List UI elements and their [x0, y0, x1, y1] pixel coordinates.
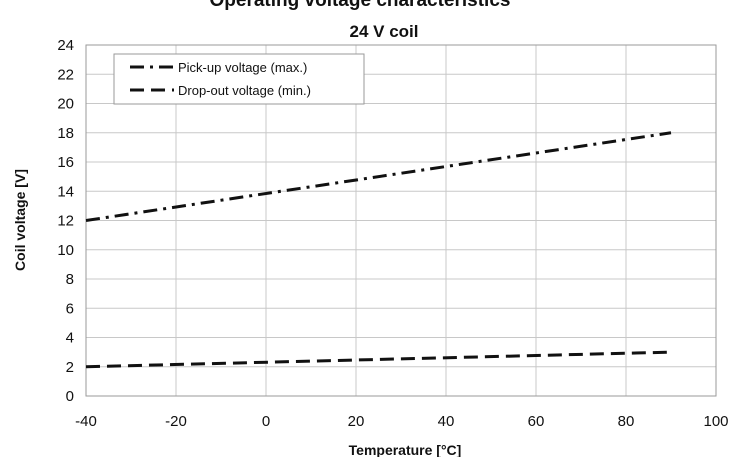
y-tick-label: 14 [57, 183, 74, 200]
y-tick-label: 18 [57, 125, 74, 142]
y-tick-label: 0 [66, 388, 74, 405]
x-tick-label: 100 [703, 413, 728, 430]
legend-label-drop-out: Drop-out voltage (min.) [178, 83, 311, 98]
legend: Pick-up voltage (max.) Drop-out voltage … [113, 53, 365, 105]
chart-title: Operating voltage characteristics [210, 0, 511, 11]
series-line-0 [85, 131, 672, 222]
y-axis-label: Coil voltage [V] [12, 169, 28, 271]
x-axis-label: Temperature [°C] [349, 442, 462, 457]
y-tick-label: 2 [66, 359, 74, 376]
y-tick-label: 8 [66, 271, 74, 288]
x-tick-label: -20 [165, 413, 187, 430]
legend-box [113, 53, 365, 105]
y-tick-label: 12 [57, 213, 74, 230]
x-tick-label: 20 [348, 413, 365, 430]
x-axis-ticks: -40 -20 0 20 40 60 80 100 [75, 413, 728, 430]
chart-subtitle: 24 V coil [350, 22, 419, 41]
x-tick-label: -40 [75, 413, 97, 430]
y-tick-label: 20 [57, 96, 74, 113]
x-tick-label: 40 [438, 413, 455, 430]
x-tick-label: 80 [618, 413, 635, 430]
y-tick-label: 24 [57, 37, 74, 54]
x-tick-label: 60 [528, 413, 545, 430]
y-tick-label: 16 [57, 154, 74, 171]
y-tick-label: 22 [57, 66, 74, 83]
legend-label-pick-up: Pick-up voltage (max.) [178, 60, 307, 75]
x-tick-label: 0 [262, 413, 270, 430]
series-line-1 [85, 350, 672, 369]
series-lines [85, 131, 672, 369]
y-tick-label: 6 [66, 300, 74, 317]
y-tick-label: 10 [57, 242, 74, 259]
y-tick-label: 4 [66, 330, 74, 347]
